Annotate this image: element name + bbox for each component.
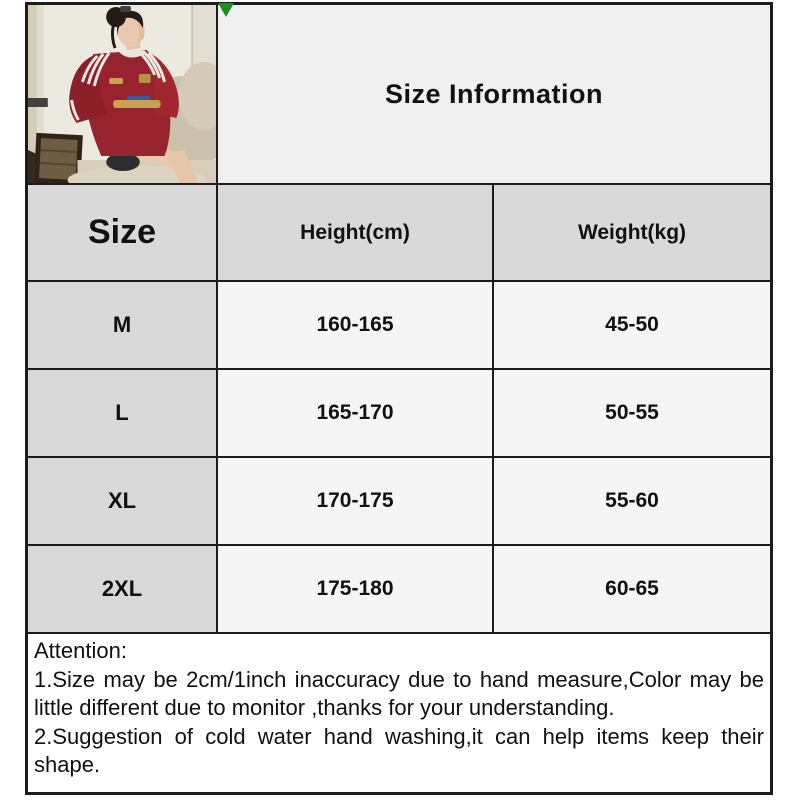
attention-note-1: 1.Size may be 2cm/1inch inaccuracy due t… (34, 666, 764, 721)
table-row-size-label: L (28, 370, 218, 458)
size-value: L (115, 400, 129, 425)
product-photo (28, 5, 218, 185)
table-cell-height: 170-175 (218, 458, 494, 546)
column-header-height: Height(cm) (218, 185, 494, 282)
height-value: 175-180 (316, 577, 394, 600)
table-cell-height: 175-180 (218, 546, 494, 634)
height-value: 160-165 (316, 313, 394, 336)
table-row-size-label: XL (28, 458, 218, 546)
weight-value: 55-60 (605, 489, 659, 512)
table-cell-weight: 60-65 (494, 546, 770, 634)
size-value: 2XL (101, 576, 143, 601)
attention-note-2: 2.Suggestion of cold water hand washing,… (34, 723, 764, 778)
table-row-size-label: M (28, 282, 218, 370)
size-value: XL (107, 488, 137, 513)
table-cell-weight: 45-50 (494, 282, 770, 370)
weight-value: 60-65 (605, 577, 659, 600)
size-chart-sheet: Size Information Size Height(cm) Weight(… (25, 2, 773, 795)
size-header-label: Size (87, 213, 157, 251)
product-photo-illustration (28, 5, 216, 183)
table-cell-height: 165-170 (218, 370, 494, 458)
green-corner-marker-icon (218, 3, 234, 17)
height-value: 165-170 (316, 401, 394, 424)
size-value: M (112, 312, 132, 337)
height-value: 170-175 (316, 489, 394, 512)
column-header-size: Size (28, 185, 218, 282)
attention-section: Attention: 1.Size may be 2cm/1inch inacc… (28, 634, 770, 792)
table-cell-weight: 55-60 (494, 458, 770, 546)
title-panel: Size Information (218, 5, 770, 185)
weight-header-label: Weight(kg) (577, 220, 687, 244)
height-header-label: Height(cm) (300, 220, 410, 244)
table-cell-height: 160-165 (218, 282, 494, 370)
attention-title: Attention: (34, 638, 127, 663)
table-row-size-label: 2XL (28, 546, 218, 634)
table-cell-weight: 50-55 (494, 370, 770, 458)
column-header-weight: Weight(kg) (494, 185, 770, 282)
weight-value: 45-50 (605, 313, 659, 336)
page-title: Size Information (384, 78, 603, 109)
weight-value: 50-55 (605, 401, 659, 424)
